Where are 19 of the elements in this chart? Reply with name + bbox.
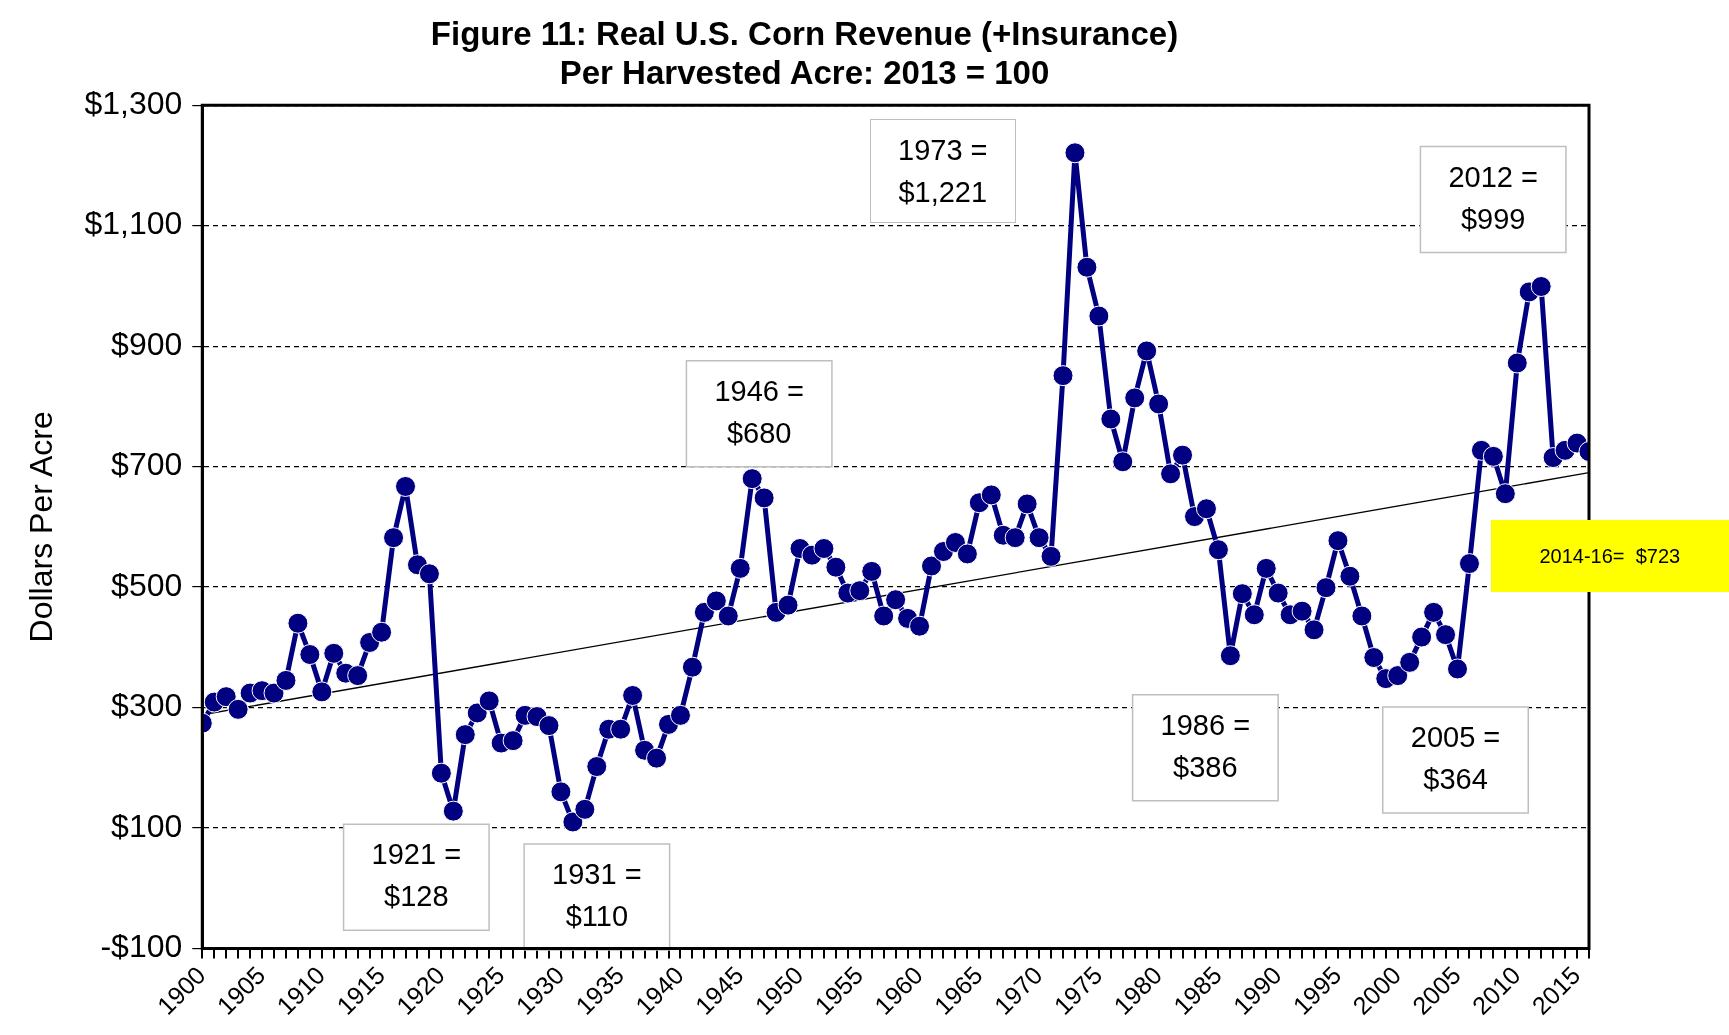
annotation: 1921 = $128 [371, 838, 462, 913]
y-tick-label: $500 [111, 566, 183, 603]
annotation: 2014-16= $723 [1539, 544, 1681, 569]
y-tick-label: $1,100 [84, 205, 183, 242]
y-tick-label: $100 [111, 807, 183, 844]
annotation: 1946 = $680 [714, 374, 804, 449]
highlight-box: 2014-16= $723 [1490, 520, 1729, 593]
annotation: 1931 = $110 [552, 857, 642, 932]
y-tick-label: $900 [111, 325, 183, 362]
y-tick-label: $700 [111, 446, 183, 483]
y-tick-label: -$100 [100, 928, 183, 965]
y-tick-label: $1,300 [84, 85, 183, 122]
annotation: 2005 = $364 [1410, 720, 1501, 795]
annotation: 2012 = $999 [1448, 160, 1538, 235]
y-axis-title: Dollars Per Acre [23, 411, 60, 643]
chart-title: Figure 11: Real U.S. Corn Revenue (+Insurance) Per Harvested Acre: 2013 = 100 [430, 14, 1179, 92]
annotation: 1986 = $386 [1160, 708, 1251, 783]
annotation: 1973 = $1,221 [898, 132, 988, 210]
y-tick-label: $300 [111, 687, 183, 724]
